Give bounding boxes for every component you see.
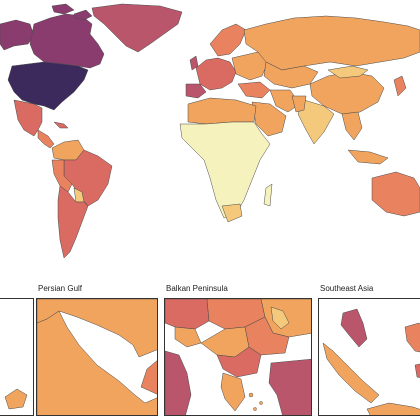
region-central-america [37,129,55,149]
region-indonesia [347,149,389,165]
region-south-africa [221,203,243,223]
region-alaska [0,19,35,51]
region-madagascar [263,183,273,207]
region-peru-bolivia [51,159,73,193]
inset-panel-southeast-asia [318,298,420,416]
region-pakistan [291,95,307,113]
region-mongolia [327,65,369,79]
region-arabia [251,101,287,137]
region-iran [269,89,301,113]
region-arctic-islands [51,3,75,15]
region-western-europe [195,57,237,91]
region-scandinavia [209,23,247,57]
inset-map-1 [4,388,28,410]
region-india [297,99,335,145]
inset-title-balkan-peninsula: Balkan Peninsula [166,284,228,293]
inset-map-persian-gulf [37,299,157,415]
inset-panel-persian-gulf [36,298,158,416]
region-canada [29,13,105,69]
region-japan [393,75,407,97]
region-arctic-islands-2 [73,9,93,21]
region-argentina-chile [57,185,89,259]
inset-map-balkan-peninsula [165,299,311,415]
inset-title-persian-gulf: Persian Gulf [38,284,83,293]
region-greenland [91,3,183,53]
region-caribbean [53,121,69,129]
world-choropleth-map [0,3,420,259]
region-australia [371,171,420,217]
region-turkey-levant [237,81,271,99]
region-mainland-southeast-asia [341,111,363,141]
inset-panel-1 [0,298,34,416]
region-united-states [7,61,89,111]
region-sub-saharan-africa [179,121,271,219]
inset-map-southeast-asia [322,308,420,415]
region-uk [189,55,199,71]
region-iberia [185,83,207,99]
inset-title-southeast-asia: Southeast Asia [320,284,374,293]
inset-panel-balkan-peninsula [164,298,312,416]
